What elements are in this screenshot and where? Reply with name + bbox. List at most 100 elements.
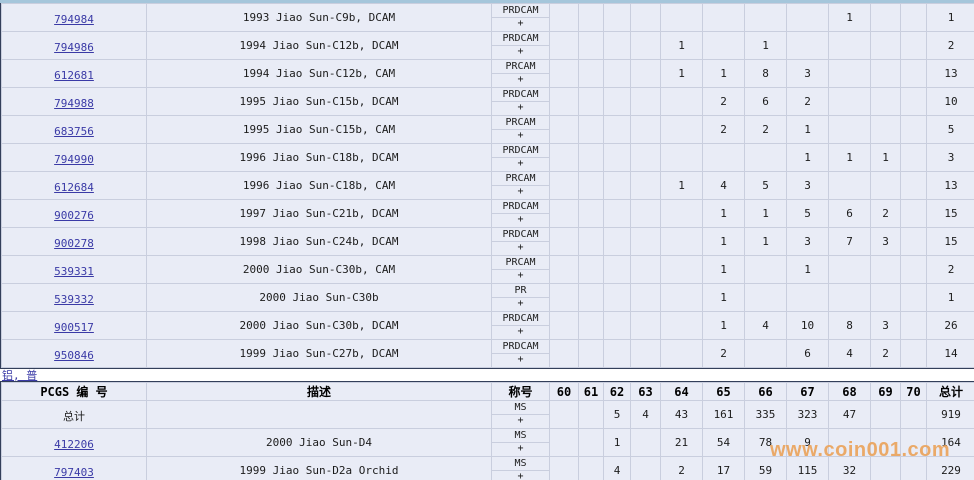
table-row: 900517 2000 Jiao Sun-C30b, DCAM PRDCAM +… xyxy=(1,311,974,340)
description-cell: 1998 Jiao Sun-C24b, DCAM xyxy=(146,227,492,256)
row-total-cell: 5 xyxy=(926,115,974,144)
grade-count-cell xyxy=(870,3,901,32)
grade-count-cell xyxy=(702,143,745,172)
grade-count-cell: 8 xyxy=(744,59,787,88)
section-strip: 铝, 普 xyxy=(0,369,974,381)
description-cell: 1994 Jiao Sun-C12b, CAM xyxy=(146,59,492,88)
grade-count-cell: 8 xyxy=(828,311,871,340)
row-total-cell: 13 xyxy=(926,59,974,88)
grade-count-cell xyxy=(660,311,703,340)
grade-count-cell xyxy=(578,59,604,88)
table-header-row: PCGS 编 号 描述 称号 60 61 62 63 64 65 66 67 6… xyxy=(1,382,974,401)
designation-cell: PRCAM + xyxy=(491,115,550,144)
pcgs-link[interactable]: 612684 xyxy=(54,181,94,194)
pcgs-cell: 900517 xyxy=(1,311,147,340)
grade-count-cell: 1 xyxy=(744,199,787,228)
pcgs-number-header: PCGS 编 号 xyxy=(1,382,147,401)
row-total-cell: 14 xyxy=(926,339,974,368)
grade-count-cell: 161 xyxy=(702,400,745,429)
section-link[interactable]: 铝, 普 xyxy=(2,368,38,382)
pcgs-link[interactable]: 412206 xyxy=(54,438,94,451)
designation-cell: MS + xyxy=(491,400,550,429)
designation-cell: PRDCAM + xyxy=(491,199,550,228)
grade-count-cell xyxy=(603,31,631,60)
pcgs-link[interactable]: 900278 xyxy=(54,237,94,250)
description-cell: 1995 Jiao Sun-C15b, CAM xyxy=(146,115,492,144)
grade-header-60: 60 xyxy=(549,382,579,401)
grade-count-cell xyxy=(660,339,703,368)
pcgs-link[interactable]: 794988 xyxy=(54,97,94,110)
grade-count-cell: 2 xyxy=(870,199,901,228)
row-total-cell: 2 xyxy=(926,31,974,60)
designation-cell: PRDCAM + xyxy=(491,311,550,340)
grade-count-cell: 1 xyxy=(702,199,745,228)
grade-count-cell xyxy=(549,311,579,340)
description-header: 描述 xyxy=(146,382,492,401)
grade-count-cell xyxy=(786,283,829,312)
grade-count-cell xyxy=(870,400,901,429)
grade-count-cell: 3 xyxy=(786,171,829,200)
description-cell: 2000 Jiao Sun-C30b, CAM xyxy=(146,255,492,284)
pcgs-link[interactable]: 794990 xyxy=(54,153,94,166)
total-row-label: 总计 xyxy=(63,410,85,423)
grade-count-cell xyxy=(603,3,631,32)
designation-cell: PRDCAM + xyxy=(491,143,550,172)
designation-plus: + xyxy=(517,46,524,57)
pcgs-link[interactable]: 683756 xyxy=(54,125,94,138)
designation-cell: PRDCAM + xyxy=(491,31,550,60)
grade-count-cell xyxy=(578,227,604,256)
grade-count-cell xyxy=(900,59,927,88)
grade-count-cell xyxy=(828,115,871,144)
designation-cell: PRCAM + xyxy=(491,255,550,284)
pcgs-link[interactable]: 900276 xyxy=(54,209,94,222)
pcgs-cell: 总计 xyxy=(1,400,147,429)
grade-count-cell xyxy=(900,283,927,312)
grade-count-cell xyxy=(578,311,604,340)
grade-count-cell: 1 xyxy=(702,311,745,340)
designation-label: PRDCAM xyxy=(492,229,549,242)
grade-count-cell xyxy=(660,3,703,32)
designation-cell: PRCAM + xyxy=(491,59,550,88)
grade-count-cell xyxy=(549,143,579,172)
grade-count-cell: 5 xyxy=(744,171,787,200)
designation-label: PR xyxy=(492,285,549,298)
pcgs-link[interactable]: 794984 xyxy=(54,13,94,26)
grade-count-cell: 2 xyxy=(786,87,829,116)
grade-count-cell: 1 xyxy=(603,428,631,457)
grade-count-cell: 2 xyxy=(744,115,787,144)
grade-count-cell xyxy=(828,59,871,88)
pcgs-link[interactable]: 900517 xyxy=(54,321,94,334)
table-row: 539332 2000 Jiao Sun-C30b PR + 1 1 xyxy=(1,283,974,312)
description-cell: 1993 Jiao Sun-C9b, DCAM xyxy=(146,3,492,32)
pcgs-link[interactable]: 539331 xyxy=(54,265,94,278)
grade-count-cell xyxy=(549,3,579,32)
grade-count-cell: 2 xyxy=(660,456,703,480)
pcgs-cell: 539332 xyxy=(1,283,147,312)
grade-count-cell: 1 xyxy=(702,255,745,284)
pcgs-link[interactable]: 612681 xyxy=(54,69,94,82)
designation-cell: MS + xyxy=(491,456,550,480)
designation-plus: + xyxy=(517,102,524,113)
designation-plus: + xyxy=(517,130,524,141)
designation-plus: + xyxy=(517,415,524,426)
description-cell xyxy=(146,400,492,429)
table-row: 794990 1996 Jiao Sun-C18b, DCAM PRDCAM +… xyxy=(1,143,974,172)
grade-count-cell: 323 xyxy=(786,400,829,429)
pcgs-link[interactable]: 794986 xyxy=(54,41,94,54)
designation-label: PRCAM xyxy=(492,61,549,74)
pcgs-link[interactable]: 950846 xyxy=(54,349,94,362)
total-header: 总计 xyxy=(926,382,974,401)
grade-count-cell xyxy=(578,31,604,60)
grade-header-66: 66 xyxy=(744,382,787,401)
table-row: 900276 1997 Jiao Sun-C21b, DCAM PRDCAM +… xyxy=(1,199,974,228)
pcgs-cell: 683756 xyxy=(1,115,147,144)
grade-count-cell xyxy=(900,171,927,200)
pcgs-link[interactable]: 797403 xyxy=(54,466,94,479)
row-total-cell: 26 xyxy=(926,311,974,340)
cropped-header-strip xyxy=(0,0,974,3)
designation-plus: + xyxy=(517,158,524,169)
grade-header-70: 70 xyxy=(900,382,927,401)
description-cell: 1995 Jiao Sun-C15b, DCAM xyxy=(146,87,492,116)
grade-count-cell: 1 xyxy=(660,31,703,60)
pcgs-link[interactable]: 539332 xyxy=(54,293,94,306)
